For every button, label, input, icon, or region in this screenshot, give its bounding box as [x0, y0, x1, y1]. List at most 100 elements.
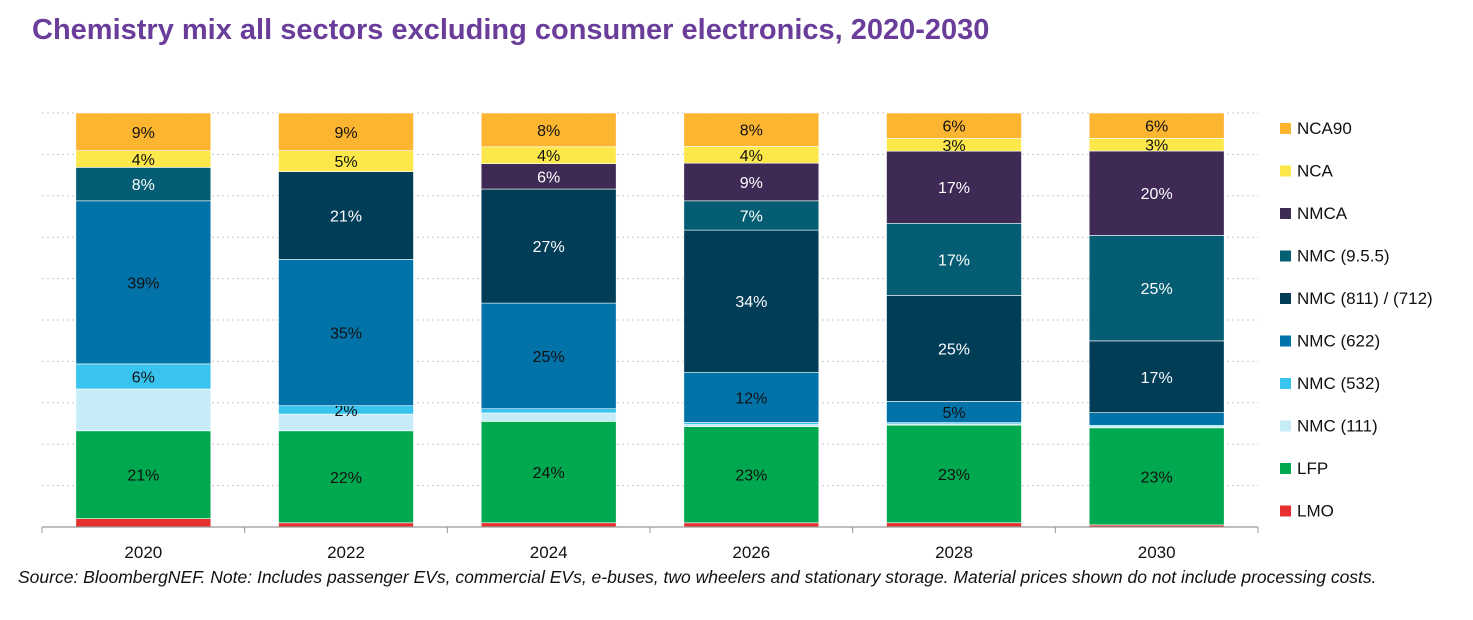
data-label: 23% — [735, 468, 767, 485]
data-label: 3% — [1145, 138, 1168, 155]
bar-segment-nmc-622-2030 — [1088, 412, 1225, 426]
legend-swatch-lfp — [1280, 463, 1291, 474]
bar-segment-nca90-2030 — [1088, 112, 1225, 139]
data-label: 39% — [127, 275, 159, 292]
data-label: 4% — [537, 148, 560, 165]
source-footnote: Source: BloombergNEF. Note: Includes pas… — [18, 567, 1377, 587]
legend-swatch-nmc-9-5-5 — [1280, 250, 1291, 262]
bar-segment-lmo-2026 — [683, 522, 820, 528]
data-label: 25% — [1141, 281, 1173, 298]
data-label: 6% — [942, 119, 965, 136]
data-label: 25% — [938, 341, 970, 358]
bar-segment-nca90-2026 — [683, 112, 820, 147]
data-label: 8% — [537, 123, 560, 140]
x-tick-label: 2020 — [124, 543, 162, 560]
bar-segment-nmca-2024 — [480, 163, 617, 190]
legend-label-nmc-811-712: NMC (811) / (712) — [1297, 289, 1433, 308]
legend-label-lfp: LFP — [1297, 459, 1328, 478]
bar-segment-nmc-9-5-5-2028 — [886, 222, 1022, 296]
data-label: 7% — [740, 208, 763, 225]
data-label: 6% — [537, 169, 560, 186]
data-label: 23% — [1141, 469, 1173, 486]
bar-segment-nmc-811-712-2028 — [886, 295, 1022, 402]
bar-stacks: 21% 6% 39% 8% 4% 9% 22% 2% 35% 21% 5% 9% 24% 25% 27% 6%… — [75, 112, 1225, 528]
data-label: 17% — [938, 180, 970, 197]
bar-segment-lfp-2030 — [1088, 427, 1225, 526]
bar-segment-nmc-9-5-5-2020 — [75, 167, 212, 202]
bar-segment-nmc-622-2026 — [683, 371, 820, 423]
data-label: 2% — [334, 403, 357, 420]
legend-swatch-nmc-111 — [1280, 420, 1291, 432]
data-label: 22% — [330, 470, 362, 487]
bar-segment-nmc-811-712-2022 — [278, 171, 414, 260]
bar-segment-nca90-2020 — [75, 112, 212, 151]
bar-segment-nmc-111-2020 — [75, 388, 212, 432]
bar-segment-lfp-2028 — [886, 424, 1022, 524]
legend-label-lmo: LMO — [1297, 502, 1334, 521]
data-label: 6% — [1145, 119, 1168, 136]
bar-segment-nmca-2026 — [683, 162, 820, 202]
data-label: 4% — [740, 148, 763, 165]
legend-label-nmc-532: NMC (532) — [1297, 374, 1380, 393]
bar-segment-nmc-622-2024 — [480, 302, 617, 410]
data-label: 34% — [735, 294, 767, 311]
bar-segment-lfp-2022 — [278, 430, 414, 524]
bar-segment-lmo-2020 — [75, 518, 212, 528]
data-label: 21% — [127, 468, 159, 485]
bar-segment-nca90-2028 — [886, 112, 1022, 139]
bar-segment-nmc-811-712-2024 — [480, 188, 617, 304]
gridlines — [42, 112, 1258, 487]
legend-label-nca90: NCA90 — [1297, 119, 1352, 138]
bar-segment-nmc-622-2020 — [75, 200, 212, 365]
x-tick-label: 2030 — [1138, 543, 1176, 560]
data-label: 8% — [740, 123, 763, 140]
data-label: 12% — [735, 390, 767, 407]
legend-swatch-nmc-811-712 — [1280, 293, 1291, 304]
data-label: 20% — [1141, 186, 1173, 203]
bar-segment-lmo-2022 — [278, 522, 414, 528]
bar-segment-nmc-532-2026 — [683, 422, 820, 425]
bar-segment-nmc-532-2020 — [75, 363, 212, 390]
legend-swatch-nca90 — [1280, 123, 1291, 134]
bar-segment-nmca-2028 — [886, 150, 1022, 224]
bar-segment-nmc-9-5-5-2026 — [683, 200, 820, 231]
x-tick-label: 2024 — [530, 543, 568, 560]
data-label: 5% — [942, 405, 965, 422]
stacked-bar-chart: 21% 6% 39% 8% 4% 9% 22% 2% 35% 21% 5% 9% 24% 25% 27% 6%… — [41, 112, 1433, 560]
legend-swatch-nmca — [1280, 208, 1291, 219]
bar-segment-lfp-2024 — [480, 421, 617, 524]
bar-segment-lmo-2024 — [480, 522, 617, 528]
bar-segment-nmc-811-712-2030 — [1088, 340, 1225, 413]
x-tick-label: 2028 — [935, 543, 973, 560]
x-axis: 2020 2022 2024 2026 2028 2030 — [41, 526, 1259, 560]
bar-segment-nmc-622-2022 — [278, 259, 414, 407]
data-label: 21% — [330, 208, 362, 225]
bar-segment-nmc-111-2024 — [480, 412, 617, 422]
bar-segment-nmc-9-5-5-2030 — [1088, 235, 1225, 342]
data-label: 23% — [938, 467, 970, 484]
legend-label-nmc-9-5-5: NMC (9.5.5) — [1297, 247, 1390, 266]
data-label: 8% — [132, 177, 155, 194]
x-tick-label: 2026 — [732, 543, 770, 560]
data-label: 9% — [740, 175, 763, 192]
legend-label-nmc-622: NMC (622) — [1297, 332, 1380, 351]
data-label: 17% — [1141, 370, 1173, 387]
bar-segment-nca90-2024 — [480, 112, 617, 148]
legend-swatch-nca — [1280, 165, 1291, 177]
data-label: 9% — [132, 125, 155, 142]
bar-segment-nca90-2022 — [278, 112, 414, 151]
bar-segment-lfp-2026 — [683, 426, 820, 524]
legend-swatch-nmc-532 — [1280, 378, 1291, 389]
legend-label-nmc-111: NMC (111) — [1297, 417, 1378, 436]
x-tick-label: 2022 — [327, 543, 365, 560]
data-label: 27% — [533, 239, 565, 256]
legend-label-nca: NCA — [1297, 162, 1334, 181]
legend-label-nmca: NMCA — [1297, 204, 1348, 223]
data-label: 35% — [330, 326, 362, 343]
bar-segment-nmc-111-2026 — [683, 424, 820, 427]
data-label: 24% — [533, 465, 565, 482]
legend-swatch-nmc-622 — [1280, 335, 1291, 347]
data-label: 9% — [334, 125, 357, 142]
bar-segment-nmc-532-2024 — [480, 408, 617, 414]
data-label: 25% — [533, 349, 565, 366]
